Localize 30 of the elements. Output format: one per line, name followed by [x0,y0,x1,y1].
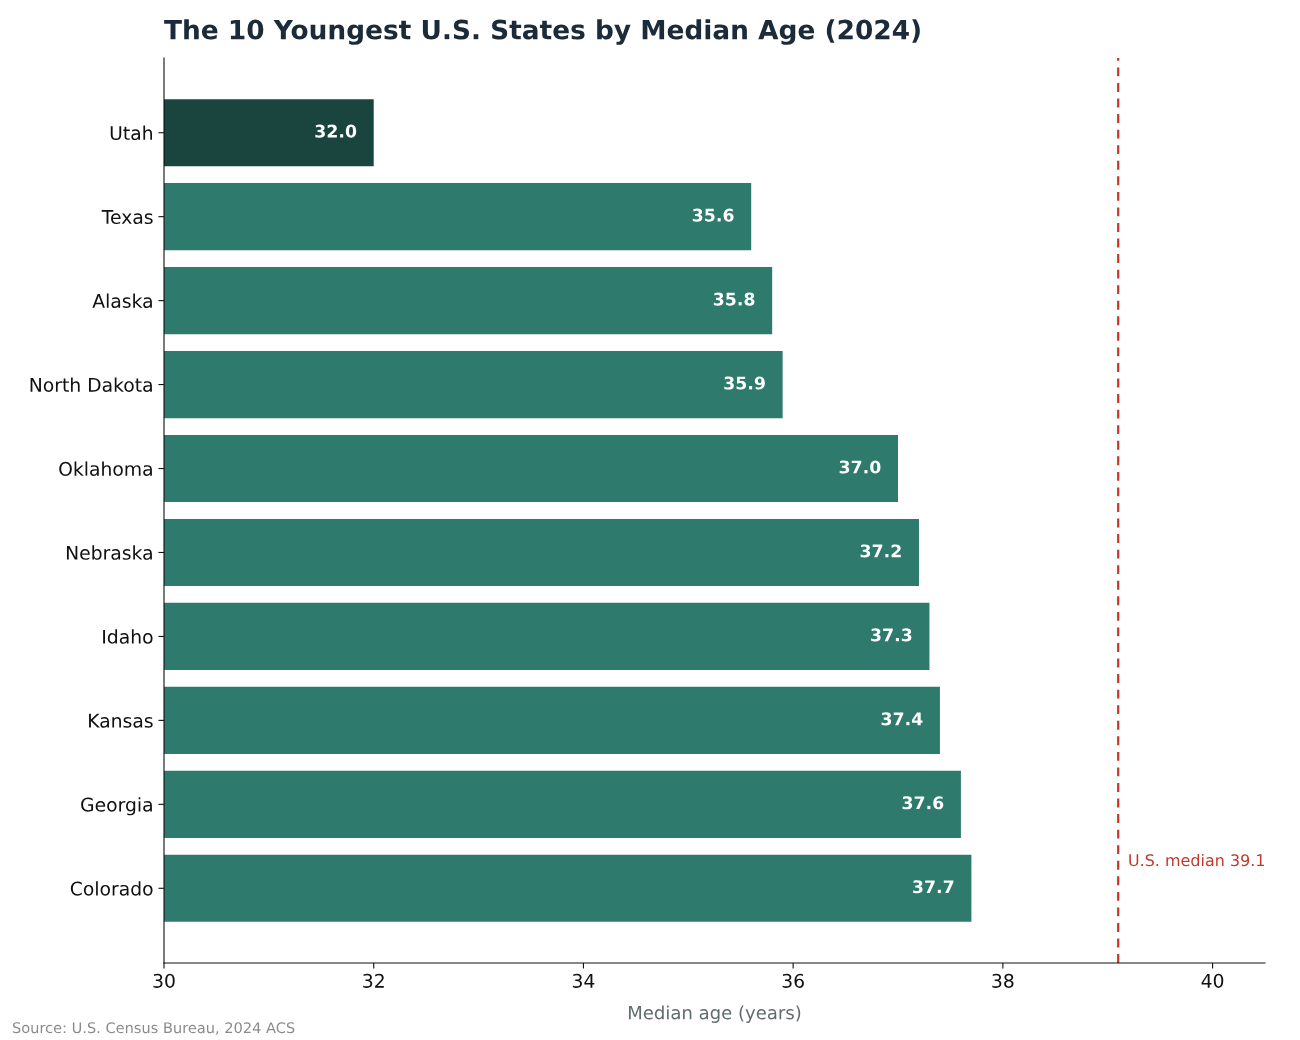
ref-line-label: U.S. median 39.1 [1129,853,1265,867]
data-label: 35.9 [724,376,765,390]
data-label: 37.6 [902,796,944,810]
y-tick-label: Colorado [70,881,153,896]
chart-title: The 10 Youngest U.S. States by Median Age (2024) [164,19,920,45]
y-tick-label: Georgia [81,797,152,816]
x-axis-title: Median age (years) [628,1005,801,1023]
y-tick-label: Texas [101,210,153,225]
y-tick-label: Alaska [92,293,152,309]
data-label: 32.0 [315,124,357,138]
y-tick-label: Nebraska [66,545,152,560]
y-tick-label: Idaho [103,629,153,644]
x-tick-label: 38 [992,973,1014,988]
y-tick-label: Oklahoma [59,461,152,476]
data-label: 37.7 [913,880,954,894]
y-tick-label: North Dakota [30,377,152,392]
data-label: 35.8 [713,292,755,306]
data-label: 37.3 [871,628,912,642]
y-tick-label: Utah [110,125,152,141]
source-note: Source: U.S. Census Bureau, 2024 ACS [12,1022,295,1035]
data-label: 37.0 [839,460,881,474]
y-tick-label: Kansas [89,713,153,728]
x-tick-label: 32 [363,973,384,988]
x-tick-label: 30 [153,973,175,988]
data-label: 37.2 [860,544,901,558]
data-label: 35.6 [692,208,734,222]
x-tick-label: 36 [782,973,804,988]
data-label: 37.4 [881,712,923,726]
x-tick-label: 34 [572,973,595,988]
x-tick-label: 40 [1201,973,1224,988]
